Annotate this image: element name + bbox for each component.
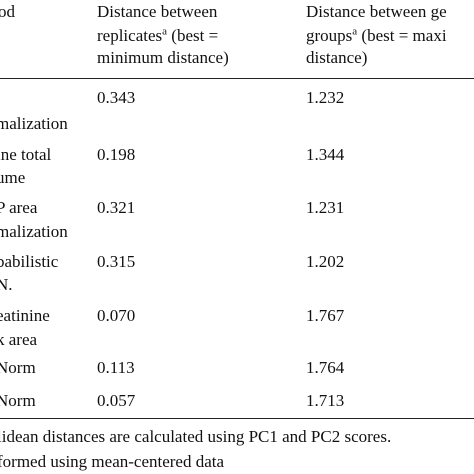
method-cell: babilistic [0, 252, 59, 271]
header-cell: Distance between [97, 2, 218, 21]
method-cell: Norm [0, 391, 36, 410]
replicates-cell: 0.057 [97, 391, 136, 410]
method-cell: eatinine [0, 306, 50, 325]
replicates-cell: 0.343 [97, 88, 136, 107]
header-text: (best = maxi [361, 26, 447, 45]
bottom-rule [0, 418, 474, 419]
method-cell: malization [0, 222, 68, 241]
groups-cell: 1.713 [306, 391, 345, 410]
footnote: lidean distances are calculated using PC… [0, 427, 392, 446]
footnote-mark: a [162, 25, 168, 38]
method-cell: malization [0, 114, 68, 133]
method-cell: ume [0, 168, 26, 187]
header-cell: Distance between ge [306, 2, 447, 21]
groups-cell: 1.767 [306, 306, 345, 325]
groups-cell: 1.231 [306, 198, 345, 217]
replicates-cell: 0.315 [97, 252, 136, 271]
header-text: (best = [171, 26, 219, 45]
header-cell: minimum distance) [97, 48, 229, 67]
header-cell: replicatesa (best = [97, 26, 218, 46]
footnote-mark: a [352, 25, 358, 38]
header-rule [0, 78, 474, 79]
method-cell: Norm [0, 358, 36, 377]
groups-cell: 1.764 [306, 358, 345, 377]
method-cell: k area [0, 330, 38, 349]
header-text: replicates [97, 26, 163, 45]
header-cell: groupsa (best = maxi [306, 26, 447, 46]
groups-cell: 1.344 [306, 145, 345, 164]
header-cell: distance) [306, 48, 368, 67]
footnote: formed using mean-centered data [0, 452, 225, 471]
header-text: groups [306, 26, 353, 45]
replicates-cell: 0.198 [97, 145, 136, 164]
method-cell: P area [0, 198, 38, 217]
method-cell: N. [0, 275, 13, 294]
method-cell: ine total [0, 145, 52, 164]
replicates-cell: 0.321 [97, 198, 136, 217]
header-cell: od [0, 2, 15, 21]
replicates-cell: 0.113 [97, 358, 135, 377]
groups-cell: 1.232 [306, 88, 345, 107]
groups-cell: 1.202 [306, 252, 345, 271]
replicates-cell: 0.070 [97, 306, 136, 325]
